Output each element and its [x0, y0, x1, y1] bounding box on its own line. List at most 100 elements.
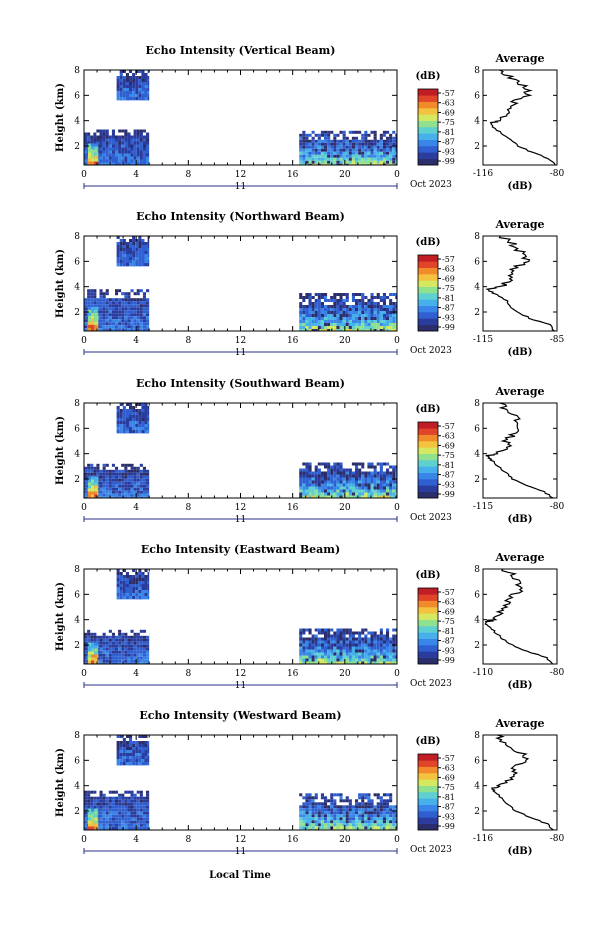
heatmap-cell: [111, 820, 115, 824]
heatmap-cell: [138, 97, 142, 100]
colorbar-segment: [418, 651, 438, 658]
heatmap-cell: [299, 483, 303, 487]
heatmap-cell: [146, 325, 150, 329]
heatmap-cell: [102, 656, 106, 660]
heatmap-cell: [305, 480, 309, 484]
heatmap-cell: [351, 814, 355, 818]
heatmap-cell: [139, 644, 143, 648]
heatmap-cell: [386, 305, 390, 308]
heatmap-cell: [342, 646, 346, 650]
heatmap-cell: [314, 163, 318, 165]
heatmap-cell: [364, 154, 368, 158]
heatmap-cell: [146, 298, 150, 302]
heatmap-cell: [122, 97, 126, 100]
heatmap-cell: [124, 790, 128, 794]
average-x-tick-label: -80: [550, 502, 565, 512]
heatmap-cell: [116, 263, 120, 266]
heatmap-cell: [348, 658, 352, 662]
heatmap-cell: [96, 463, 100, 467]
heatmap-cell: [129, 735, 133, 738]
heatmap-cell: [105, 147, 109, 151]
heatmap-cell: [105, 138, 109, 142]
heatmap-cell: [142, 156, 146, 160]
heatmap-cell: [121, 484, 125, 488]
heatmap-cell: [130, 313, 134, 317]
heatmap-cell: [373, 814, 377, 818]
heatmap-cell: [121, 159, 125, 163]
heatmap-cell: [395, 471, 397, 475]
heatmap-cell: [124, 493, 128, 497]
heatmap-cell: [105, 132, 109, 136]
heatmap-cell: [382, 317, 386, 320]
heatmap-cell: [351, 637, 355, 641]
heatmap-cell: [364, 163, 368, 165]
heatmap-cell: [138, 76, 142, 79]
heatmap-cell: [133, 478, 137, 482]
heatmap-cell: [119, 575, 123, 578]
heatmap-cell: [389, 826, 393, 830]
heatmap-cell: [367, 489, 371, 493]
y-tick-label: 2: [74, 142, 80, 152]
heatmap-cell: [305, 471, 309, 475]
heatmap-cell: [382, 299, 386, 302]
heatmap-cell: [111, 313, 115, 317]
heatmap-cell: [355, 329, 359, 331]
heatmap-cell: [124, 156, 128, 160]
heatmap-cell: [127, 316, 131, 320]
heatmap-cell: [84, 790, 88, 794]
heatmap-cell: [327, 661, 331, 664]
heatmap-cell: [392, 326, 396, 329]
heatmap-cell: [133, 647, 137, 651]
y-tick-label: 4: [74, 283, 80, 293]
heatmap-cell: [130, 310, 134, 314]
heatmap-cell: [370, 296, 374, 299]
heatmap-cell: [130, 490, 134, 494]
heatmap-cell: [379, 655, 383, 659]
heatmap-cell: [118, 632, 122, 636]
heatmap-cell: [102, 316, 106, 320]
heatmap-cell: [299, 468, 303, 472]
heatmap-cell: [345, 142, 349, 146]
heatmap-cell: [91, 645, 95, 649]
heatmap-cell: [320, 314, 324, 317]
heatmap-cell: [361, 820, 365, 824]
heatmap-cell: [345, 661, 349, 664]
heatmap-cell: [124, 478, 128, 482]
heatmap-cell: [99, 141, 103, 145]
heatmap-cell: [379, 296, 383, 299]
heatmap-cell: [379, 483, 383, 487]
heatmap-cell: [142, 814, 146, 818]
heatmap-cell: [395, 293, 397, 296]
heatmap-cell: [305, 468, 309, 472]
heatmap-cell: [116, 260, 120, 263]
heatmap-cell: [90, 292, 94, 296]
heatmap-cell: [324, 802, 328, 806]
heatmap-cell: [122, 596, 126, 599]
heatmap-cell: [147, 596, 150, 599]
heatmap-cell: [125, 88, 129, 91]
heatmap-cell: [116, 593, 120, 596]
heatmap-cell: [330, 655, 334, 659]
heatmap-cell: [135, 260, 139, 263]
heatmap-cell: [327, 311, 331, 314]
heatmap-cell: [142, 475, 146, 479]
heatmap-cell: [336, 133, 340, 137]
heatmap-cell: [90, 295, 94, 299]
heatmap-cell: [136, 644, 140, 648]
heatmap-cell: [379, 468, 383, 472]
heatmap-cell: [111, 659, 115, 663]
heatmap-cell: [99, 313, 103, 317]
heatmap-cell: [395, 320, 397, 323]
heatmap-cell: [348, 823, 352, 827]
heatmap-cell: [119, 584, 123, 587]
heatmap-cell: [138, 753, 142, 756]
heatmap-cell: [386, 474, 390, 478]
heatmap-cell: [311, 323, 315, 326]
heatmap-cell: [382, 483, 386, 487]
heatmap-cell: [317, 163, 321, 165]
heatmap-cell: [132, 756, 136, 759]
heatmap-cell: [90, 638, 94, 642]
heatmap-cell: [135, 239, 139, 242]
heatmap-cell: [124, 656, 128, 660]
heatmap-cell: [336, 495, 340, 498]
